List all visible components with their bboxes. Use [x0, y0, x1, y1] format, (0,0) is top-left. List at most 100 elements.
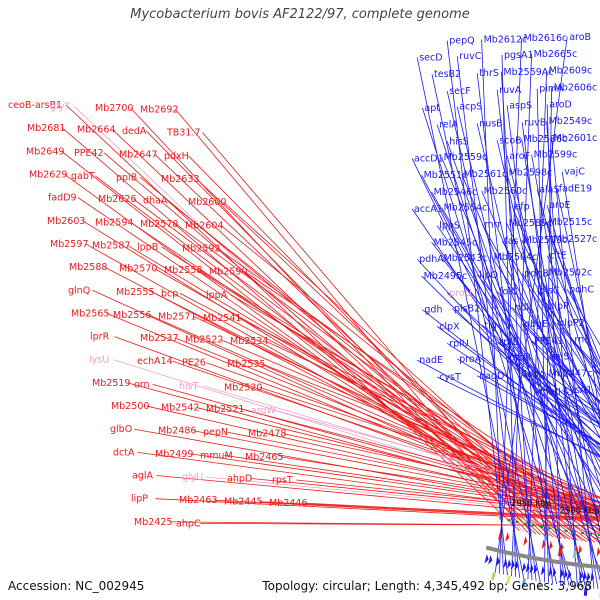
- reverse-gene-label: Mb2500: [111, 401, 149, 412]
- reverse-gene-label: Mb2664: [77, 125, 115, 136]
- reverse-leader-line: [227, 431, 600, 507]
- forward-leader-line: [501, 71, 533, 581]
- reverse-leader-line: [134, 428, 600, 513]
- tick-dot: [539, 525, 543, 528]
- forward-gene-label: cysA1: [564, 385, 592, 396]
- forward-leader-line: [546, 121, 578, 587]
- forward-gene-label: Mb2601c: [554, 133, 598, 144]
- forward-leader-line: [496, 140, 600, 582]
- reverse-gene-label: Mb2649: [26, 146, 64, 157]
- reverse-gene-label: Mb2520: [224, 382, 262, 393]
- forward-leader-line: [446, 90, 558, 585]
- forward-gene-arrow: [548, 566, 553, 577]
- reverse-gene-label: orn: [134, 379, 150, 390]
- forward-leader-lines: [411, 36, 600, 590]
- gene-feature-track: [484, 530, 600, 598]
- forward-gene-label: Mb2515c: [549, 217, 593, 228]
- forward-gene-label: Mb2561c: [464, 169, 508, 180]
- forward-gene-label: acpS: [459, 102, 482, 113]
- forward-gene-arrow: [540, 565, 545, 576]
- forward-leader-line: [476, 274, 600, 425]
- reverse-gene-label: Mb2534: [230, 336, 268, 347]
- reverse-gene-label: Mb2629: [29, 169, 67, 180]
- forward-gene-label: Mb2551c: [424, 170, 468, 181]
- forward-leader-line: [506, 172, 600, 488]
- forward-gene-label: ruvA: [499, 85, 522, 96]
- forward-gene-label: Mb2502c: [549, 267, 593, 278]
- forward-leader-line: [436, 124, 591, 589]
- tick-dot: [523, 522, 527, 525]
- reverse-leader-line: [103, 152, 558, 538]
- forward-gene-label: proU: [449, 288, 472, 299]
- forward-leader-line: [441, 257, 600, 449]
- cog-color-block: [506, 575, 511, 584]
- forward-gene-arrow: [586, 571, 591, 582]
- reverse-gene-label: rpsT: [272, 475, 293, 486]
- reverse-gene-label: glnQ: [68, 285, 90, 296]
- forward-gene-label: pdhB: [524, 269, 549, 280]
- forward-leader-line: [437, 376, 600, 457]
- reverse-leader-line: [196, 407, 600, 507]
- reverse-leader-line: [206, 362, 600, 504]
- forward-gene-arrow: [503, 558, 508, 569]
- forward-leader-line: [537, 391, 600, 429]
- forward-gene-label: thrS: [479, 68, 499, 79]
- tick-dot: [581, 532, 585, 535]
- forward-gene-label: pimA: [539, 84, 564, 95]
- forward-leader-line: [506, 155, 600, 533]
- reverse-leader-line: [251, 478, 600, 514]
- forward-leader-line: [556, 322, 600, 375]
- forward-gene-label: clpP: [549, 301, 569, 312]
- reverse-gene-label: glyT: [50, 102, 70, 113]
- forward-gene-label: Mb2549c: [549, 116, 593, 127]
- forward-leader-line: [477, 375, 600, 444]
- tick-label: 2900 kbp: [560, 507, 600, 517]
- forward-gene-label: accA1: [414, 204, 443, 215]
- reverse-leader-line: [175, 223, 600, 536]
- forward-gene-label: relA: [439, 120, 458, 131]
- forward-leader-line: [431, 74, 541, 582]
- forward-gene-label: lppS: [439, 221, 460, 232]
- forward-gene-label: Mb2559Ac: [503, 67, 553, 78]
- forward-leader-line: [481, 39, 504, 575]
- reverse-gene-label: lipP: [131, 494, 148, 505]
- forward-leader-line: [456, 358, 600, 446]
- reverse-gene-label: Mb2535: [227, 359, 265, 370]
- forward-gene-label: lepA: [524, 370, 546, 381]
- forward-leader-line: [521, 273, 600, 392]
- reverse-gene-arrow: [548, 540, 553, 551]
- forward-gene-arrow: [590, 572, 595, 583]
- forward-gene-label: Mb2543c: [444, 253, 488, 264]
- forward-leader-line: [417, 359, 600, 458]
- tick-dot: [572, 531, 576, 534]
- forward-gene-arrow: [488, 554, 493, 565]
- reverse-gene-label: Mb2588: [69, 262, 107, 273]
- forward-gene-label: Mb2504c: [494, 252, 538, 263]
- forward-leader-line: [481, 190, 600, 471]
- reverse-leader-line: [137, 451, 600, 515]
- reverse-leader-lines: [61, 104, 600, 544]
- reverse-gene-label: Mb2692: [140, 105, 178, 116]
- forward-gene-label: scoB: [499, 135, 522, 146]
- forward-gene-label: Mb2546c: [434, 187, 478, 198]
- forward-leader-line: [566, 289, 600, 346]
- forward-leader-line: [536, 189, 600, 419]
- forward-leader-line: [512, 307, 600, 405]
- reverse-gene-label: aglA: [132, 471, 153, 482]
- forward-leader-line: [446, 292, 600, 439]
- reverse-leader-line: [265, 340, 600, 498]
- reverse-gene-label: Mb2570: [119, 264, 157, 275]
- forward-gene-arrow: [579, 571, 583, 582]
- reverse-gene-label: lysU: [89, 355, 109, 366]
- reverse-gene-label: Mb2521: [206, 404, 244, 415]
- tick-dot: [597, 533, 600, 536]
- forward-gene-label: ndk: [514, 302, 532, 313]
- forward-leader-line: [496, 89, 553, 584]
- forward-gene-label: efp: [514, 201, 529, 212]
- tick-dot: [507, 519, 511, 522]
- reverse-gene-label: Mb2541: [203, 313, 241, 324]
- reverse-gene-label: lppA: [206, 290, 228, 301]
- forward-gene-arrow: [529, 563, 534, 574]
- reverse-leader-line: [172, 360, 600, 508]
